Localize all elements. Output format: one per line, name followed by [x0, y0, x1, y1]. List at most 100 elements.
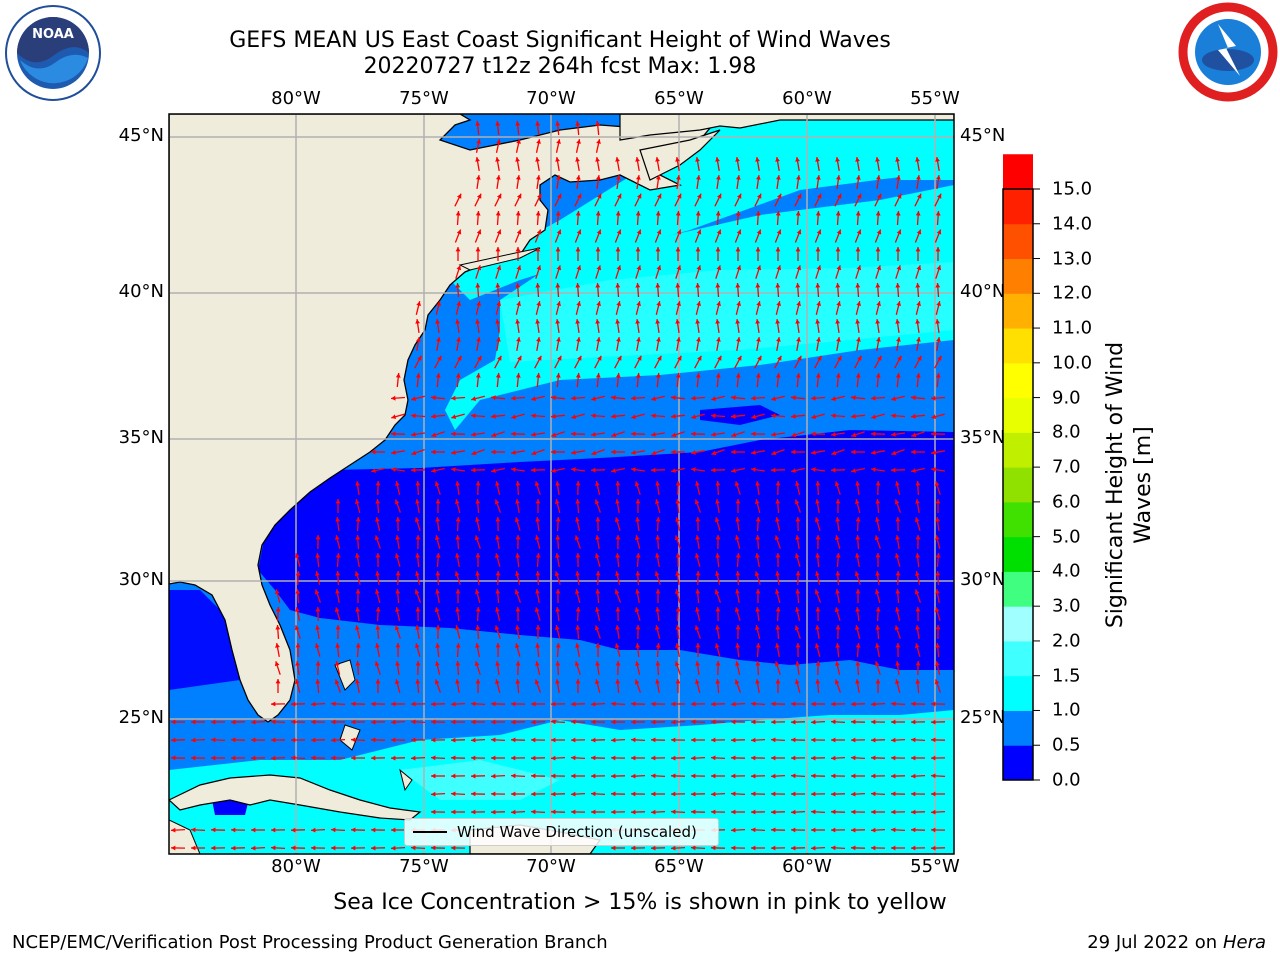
wave-direction-arrow: [695, 282, 701, 298]
wave-direction-arrow: [755, 642, 761, 658]
wave-direction-arrow: [875, 571, 880, 585]
lat-tick-right: 30°N: [960, 569, 1006, 590]
wave-direction-arrow: [414, 355, 422, 369]
map-frame: [168, 113, 955, 855]
wave-direction-arrow: [430, 395, 446, 401]
wave-direction-arrow: [816, 175, 821, 189]
wave-direction-arrow: [575, 247, 581, 261]
wave-direction-arrow: [495, 120, 501, 136]
wave-direction-arrow: [654, 229, 662, 243]
wave-direction-arrow: [550, 791, 566, 797]
wave-direction-arrow: [471, 448, 485, 456]
wave-direction-arrow: [850, 755, 866, 761]
wave-direction-arrow: [915, 265, 922, 279]
wave-direction-arrow: [774, 193, 782, 207]
colorbar-label: Significant Height of Wind Waves [m]: [1102, 342, 1158, 628]
wave-direction-arrow: [775, 319, 780, 333]
wave-direction-arrow: [515, 301, 521, 315]
wave-direction-arrow: [514, 229, 522, 243]
wave-direction-arrow: [451, 467, 465, 472]
wave-direction-arrow: [934, 607, 941, 621]
wave-direction-arrow: [635, 517, 641, 531]
wave-direction-arrow: [910, 845, 926, 851]
wave-direction-arrow: [630, 737, 646, 743]
wave-direction-arrow: [890, 467, 906, 473]
wave-direction-arrow: [775, 642, 780, 658]
wave-direction-arrow: [335, 588, 340, 604]
wave-direction-arrow: [190, 737, 206, 743]
wave-direction-arrow: [230, 737, 246, 743]
wave-direction-arrow: [776, 175, 781, 189]
wave-direction-arrow: [475, 571, 480, 585]
wave-direction-arrow: [515, 120, 521, 136]
long-island: [458, 247, 541, 271]
wave-direction-arrow: [754, 193, 762, 207]
wave-direction-arrow: [734, 481, 741, 495]
wave-direction-arrow: [775, 372, 781, 388]
wave-direction-arrow: [395, 570, 401, 586]
wave-direction-arrow: [810, 431, 826, 437]
wave-direction-arrow: [694, 355, 702, 369]
wave-direction-arrow: [930, 701, 946, 707]
wave-direction-arrow: [790, 701, 806, 707]
wave-direction-arrow: [574, 229, 582, 243]
wave-direction-arrow: [730, 395, 746, 401]
wave-direction-arrow: [671, 701, 685, 707]
wave-direction-arrow: [370, 827, 386, 833]
wave-direction-arrow: [855, 552, 860, 568]
wave-direction-arrow: [810, 809, 826, 815]
wave-direction-arrow: [915, 624, 920, 640]
wave-direction-arrow: [476, 175, 481, 189]
wave-direction-arrow: [850, 737, 866, 743]
wave-direction-arrow: [510, 755, 526, 761]
wave-direction-arrow: [555, 589, 561, 603]
colorbar-segment: [1003, 675, 1033, 711]
wave-direction-arrow: [595, 553, 601, 567]
wave-direction-arrow: [735, 552, 741, 568]
wave-direction-arrow: [470, 701, 486, 707]
wave-direction-arrow: [594, 355, 602, 369]
wave-direction-arrow: [630, 809, 646, 815]
wave-direction-arrow: [334, 607, 341, 621]
wave-direction-arrow: [910, 701, 926, 707]
wave-direction-arrow: [430, 719, 446, 725]
bahamas-island-3: [399, 768, 413, 792]
wave-direction-arrow: [935, 372, 941, 388]
wave-direction-arrow: [814, 193, 822, 207]
wave-direction-arrow: [815, 210, 821, 226]
wave-direction-arrow: [355, 534, 361, 550]
wave-direction-arrow: [515, 571, 521, 585]
wave-direction-arrow: [470, 755, 486, 761]
wave-direction-arrow: [715, 265, 722, 279]
wave-direction-arrow: [896, 336, 901, 352]
wave-direction-arrow: [555, 139, 561, 153]
colorbar-tick-label: 12.0: [1052, 282, 1093, 304]
wave-direction-arrow: [614, 229, 622, 243]
wave-direction-arrow: [791, 467, 805, 473]
wave-direction-arrow: [875, 498, 881, 514]
wave-direction-arrow: [415, 372, 421, 388]
wave-direction-arrow: [815, 678, 821, 694]
wave-direction-arrow: [355, 678, 360, 694]
wave-direction-arrow: [735, 301, 741, 315]
wave-direction-arrow: [355, 499, 361, 513]
wave-direction-arrow: [610, 737, 626, 743]
wave-direction-arrow: [536, 336, 541, 352]
wave-direction-arrow: [755, 481, 760, 495]
wave-direction-arrow: [715, 534, 721, 550]
wave-direction-arrow: [670, 845, 686, 851]
lat-tick-left: 40°N: [118, 281, 164, 302]
wave-direction-arrow: [915, 319, 920, 333]
wave-direction-arrow: [370, 719, 386, 725]
wave-direction-arrow: [911, 449, 925, 455]
lon-tick-bottom: 75°W: [399, 856, 449, 877]
wave-direction-arrow: [655, 534, 661, 550]
wave-direction-arrow: [835, 570, 841, 586]
legend-line-swatch: [413, 831, 447, 833]
wave-direction-arrow: [855, 499, 861, 513]
wave-direction-arrow: [334, 679, 342, 693]
wave-direction-arrow: [455, 301, 461, 315]
wave-direction-arrow: [691, 737, 705, 743]
wave-direction-arrow: [190, 755, 206, 761]
wave-direction-arrow: [315, 571, 321, 585]
